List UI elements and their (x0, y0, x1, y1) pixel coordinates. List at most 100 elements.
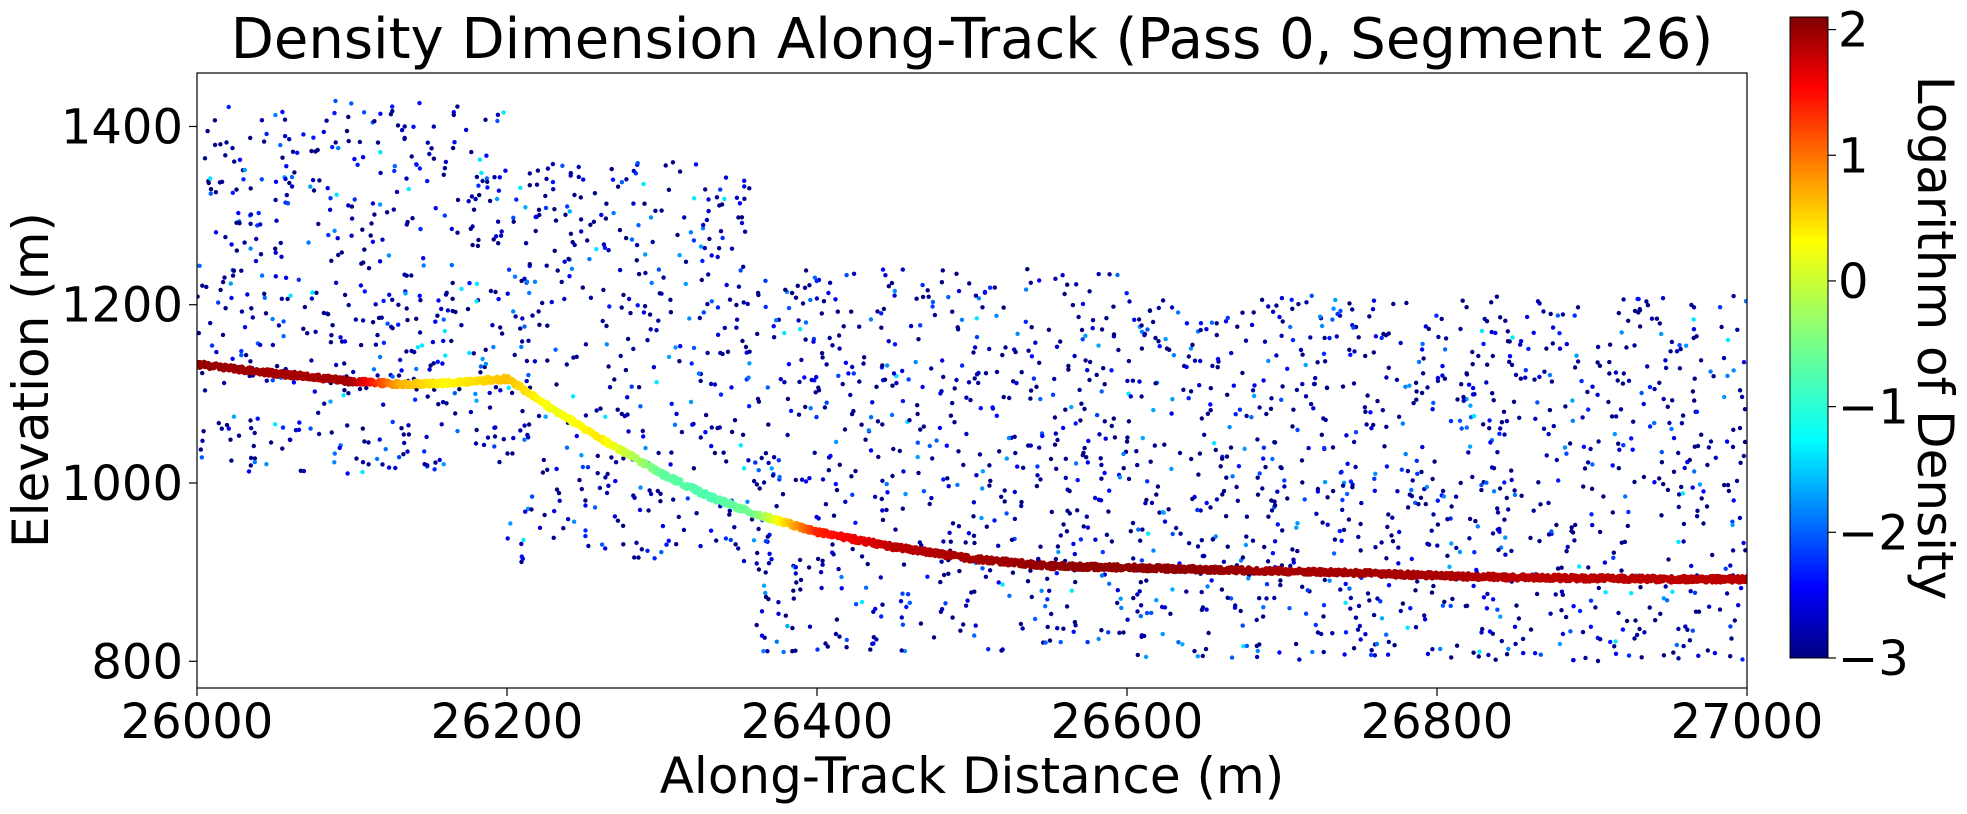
noise-point (336, 252, 341, 258)
noise-point (755, 331, 760, 337)
noise-point (1272, 499, 1277, 504)
noise-point (536, 309, 541, 314)
noise-point (728, 537, 733, 543)
noise-point (1037, 445, 1042, 450)
noise-point (955, 482, 960, 488)
noise-point (503, 168, 508, 173)
noise-point (1590, 462, 1595, 467)
noise-point (218, 287, 223, 293)
noise-point (1101, 366, 1106, 371)
noise-point (545, 323, 550, 328)
noise-point (1163, 336, 1168, 342)
noise-point (841, 324, 846, 329)
noise-point (939, 559, 944, 564)
noise-point (1442, 599, 1447, 604)
noise-point (1338, 587, 1343, 592)
noise-point (228, 437, 233, 442)
noise-point (1414, 389, 1419, 394)
noise-point (242, 325, 248, 330)
noise-point (1589, 512, 1594, 517)
noise-point (346, 138, 351, 144)
noise-point (959, 363, 965, 368)
noise-point (1111, 416, 1117, 421)
noise-point (604, 490, 610, 496)
noise-point (1062, 291, 1067, 297)
noise-point (1025, 579, 1031, 584)
noise-point (1290, 424, 1295, 429)
noise-point (826, 468, 831, 473)
noise-point (1580, 629, 1586, 635)
noise-point (388, 112, 394, 117)
noise-point (330, 144, 335, 150)
noise-point (1135, 652, 1141, 658)
noise-point (369, 221, 374, 226)
noise-point (1531, 330, 1536, 335)
noise-point (1198, 358, 1203, 364)
noise-point (704, 217, 710, 223)
noise-point (1728, 563, 1733, 568)
noise-point (1061, 626, 1066, 631)
noise-point (1732, 618, 1738, 623)
noise-point (381, 298, 386, 304)
noise-point (471, 207, 477, 212)
noise-point (333, 98, 338, 104)
noise-point (653, 208, 658, 213)
noise-point (1063, 475, 1069, 481)
noise-point (621, 292, 626, 298)
noise-point (1225, 544, 1230, 549)
noise-point (1618, 407, 1624, 412)
noise-point (980, 566, 985, 571)
noise-point (234, 187, 239, 192)
noise-point (982, 289, 988, 295)
noise-point (1411, 400, 1416, 406)
noise-point (1184, 321, 1190, 326)
noise-point (1137, 589, 1142, 594)
noise-point (258, 252, 264, 257)
noise-point (483, 117, 488, 123)
noise-point (783, 613, 788, 618)
noise-point (1613, 370, 1619, 375)
noise-point (1601, 494, 1606, 499)
noise-point (1603, 590, 1608, 595)
noise-point (756, 468, 761, 473)
noise-point (1520, 636, 1526, 642)
noise-point (1119, 605, 1124, 611)
noise-point (1072, 551, 1078, 557)
noise-point (1454, 545, 1459, 551)
noise-point (421, 256, 426, 261)
noise-point (1322, 359, 1328, 364)
noise-point (741, 300, 746, 305)
noise-point (1392, 643, 1397, 648)
noise-point (328, 196, 333, 201)
noise-point (1321, 649, 1326, 655)
noise-point (1725, 482, 1731, 488)
noise-point (677, 359, 682, 364)
noise-point (799, 477, 805, 482)
noise-point (1181, 387, 1186, 392)
noise-point (396, 455, 402, 460)
noise-point (1509, 362, 1515, 368)
noise-point (373, 342, 379, 347)
noise-point (430, 339, 436, 345)
noise-point (943, 601, 948, 606)
noise-point (926, 294, 931, 299)
noise-point (1413, 380, 1419, 385)
noise-point (374, 456, 380, 462)
noise-point (673, 345, 678, 350)
noise-point (511, 435, 516, 441)
noise-point (1260, 486, 1265, 491)
noise-point (1472, 550, 1477, 555)
noise-point (1659, 513, 1664, 518)
noise-point (1199, 416, 1205, 421)
noise-point (1737, 388, 1743, 393)
noise-point (1320, 520, 1325, 525)
noise-point (1730, 522, 1735, 528)
noise-point (972, 345, 978, 350)
noise-point (1085, 460, 1091, 465)
noise-point (1109, 368, 1114, 373)
noise-point (1657, 380, 1662, 385)
noise-point (1230, 474, 1235, 479)
noise-point (289, 184, 295, 189)
noise-point (1479, 487, 1484, 493)
noise-point (883, 273, 888, 278)
